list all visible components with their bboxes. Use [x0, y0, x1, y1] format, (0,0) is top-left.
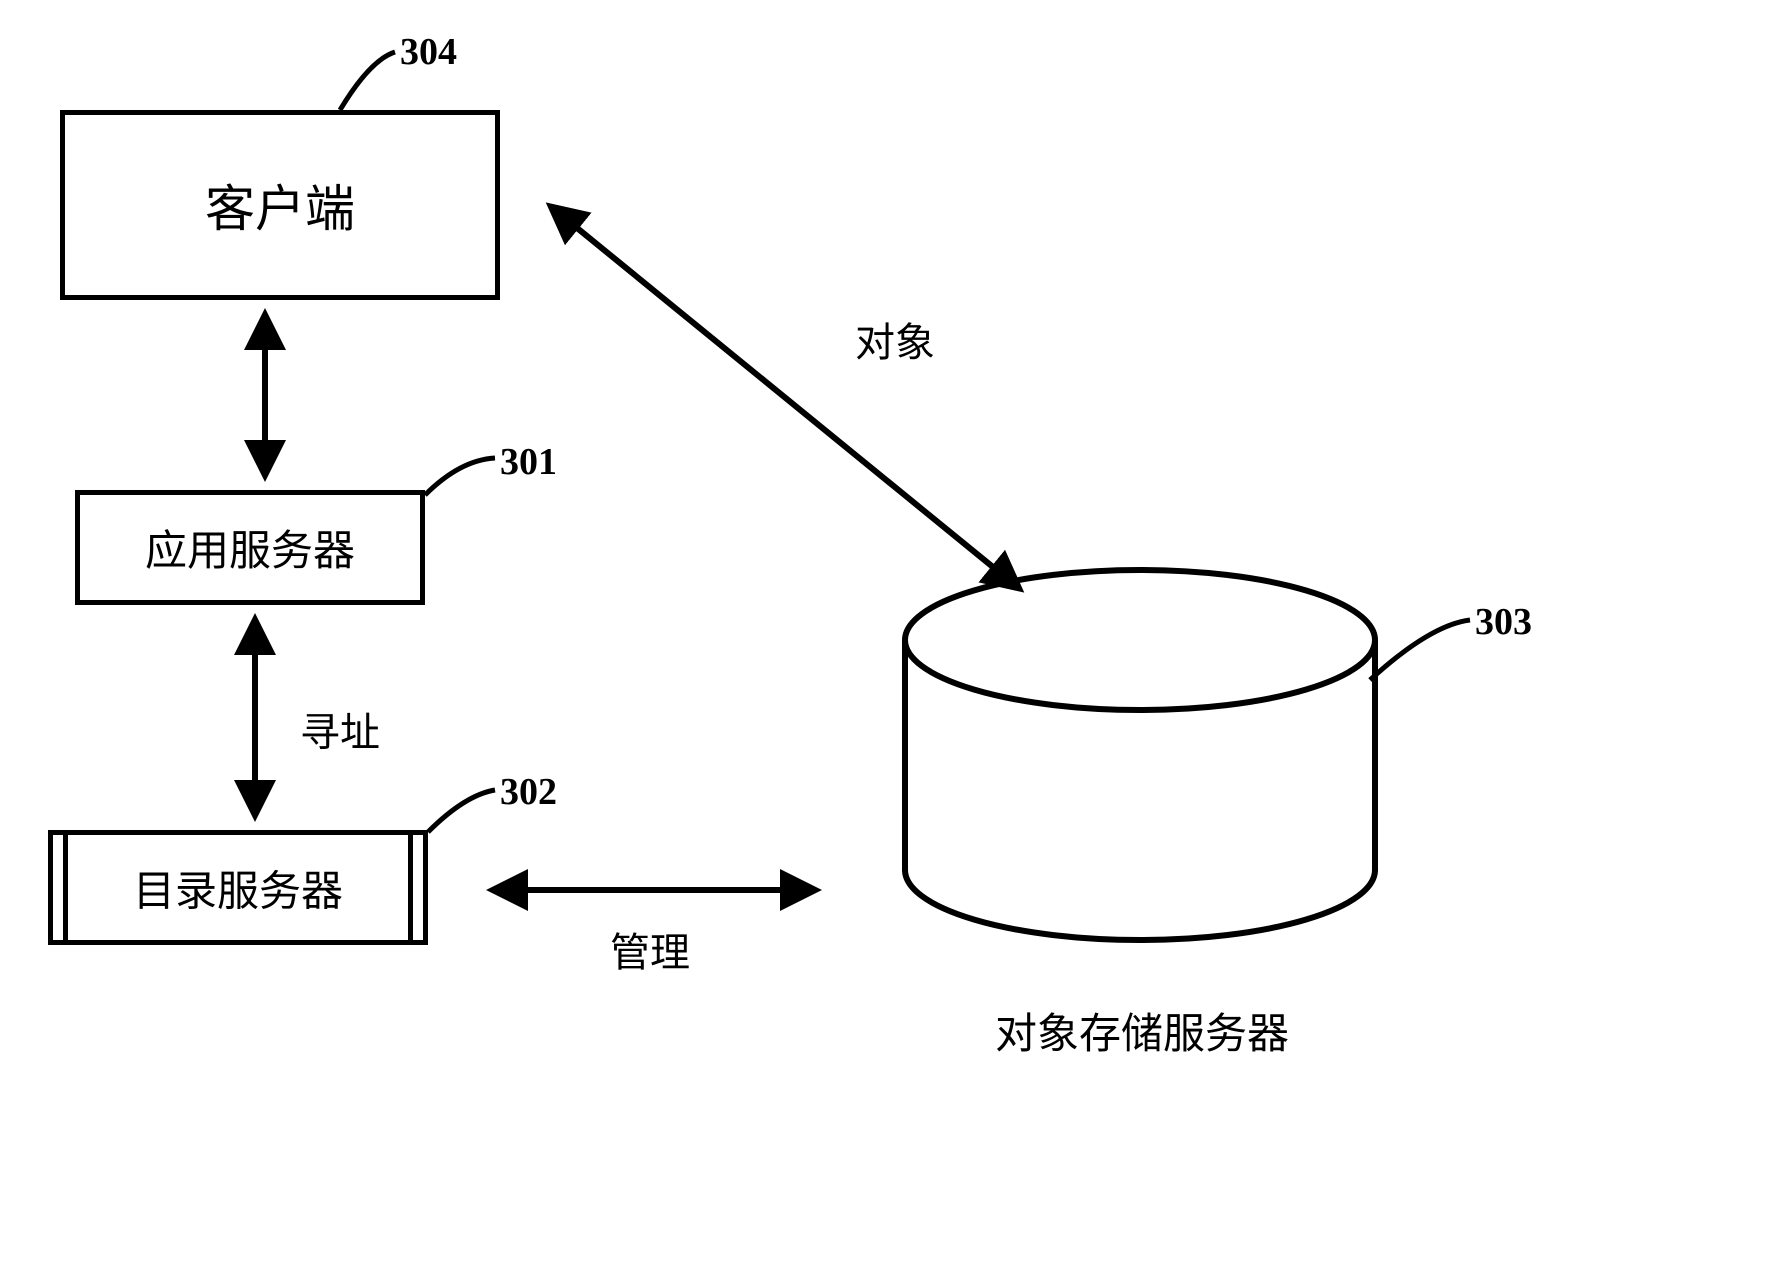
manage-label: 管理	[610, 920, 690, 978]
object-label: 对象	[855, 310, 935, 368]
arrows-layer	[0, 0, 1773, 1261]
client-storage-arrow	[555, 210, 1015, 585]
addressing-label: 寻址	[300, 700, 380, 758]
